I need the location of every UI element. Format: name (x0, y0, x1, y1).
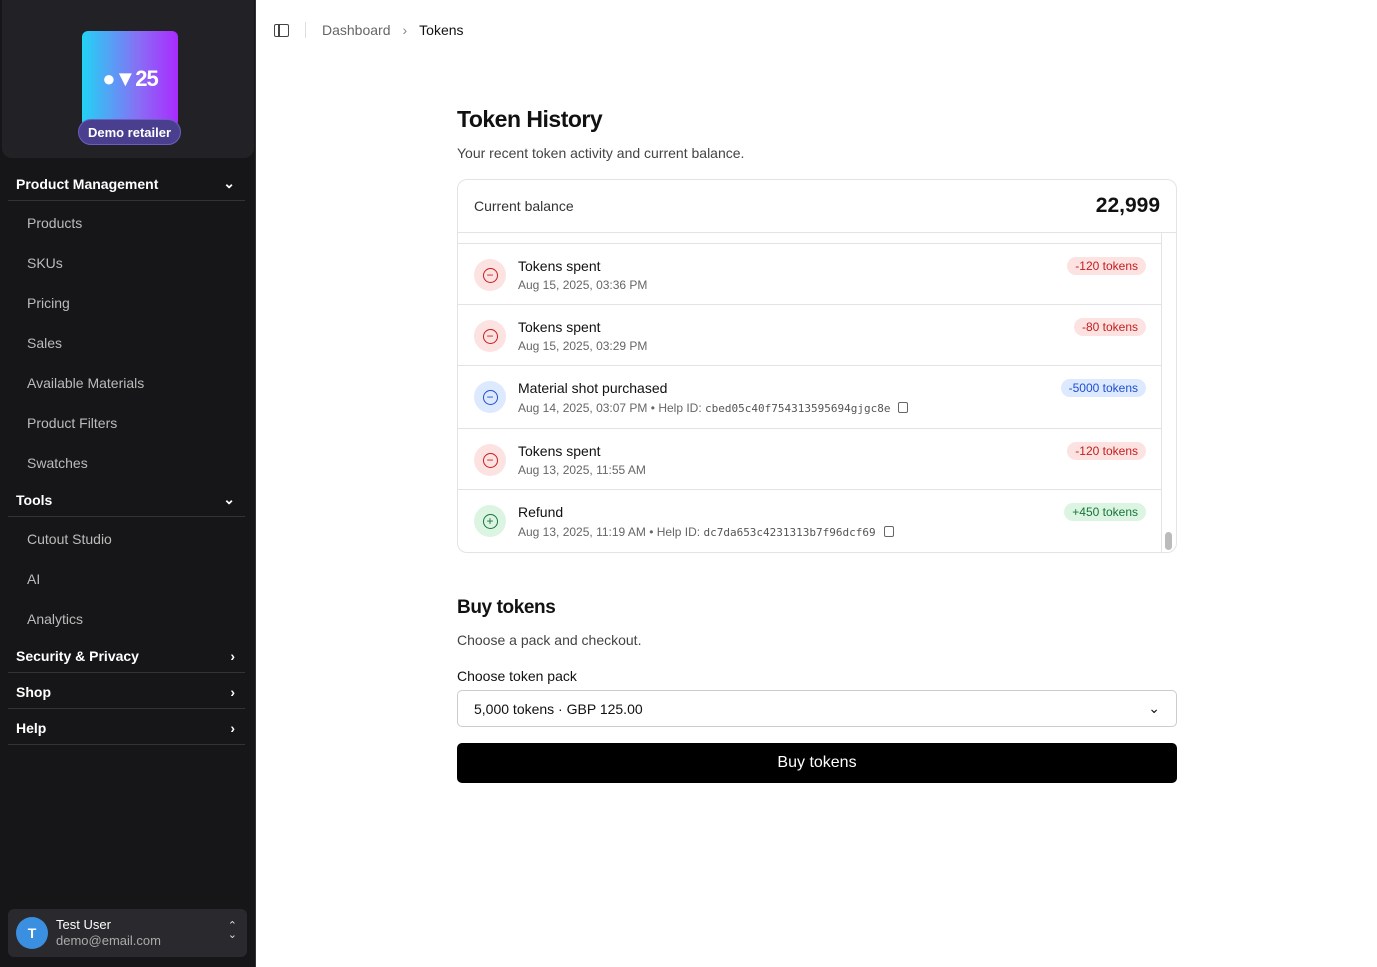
sidebar-item-cutout-studio[interactable]: Cutout Studio (27, 531, 112, 547)
user-email: demo@email.com (56, 933, 161, 948)
item-title: Tokens spent (518, 258, 601, 274)
section-label: Product Management (16, 175, 159, 192)
buy-subtitle: Choose a pack and checkout. (457, 632, 642, 648)
minus-circle-icon: − (474, 259, 506, 291)
sidebar-item-skus[interactable]: SKUs (27, 255, 63, 271)
sidebar-item-pricing[interactable]: Pricing (27, 295, 70, 311)
section-shop[interactable]: Shop › (8, 675, 245, 709)
copy-icon[interactable] (883, 526, 894, 537)
section-help[interactable]: Help › (8, 711, 245, 745)
page-subtitle: Your recent token activity and current b… (457, 145, 745, 161)
amount-badge: -120 tokens (1067, 257, 1146, 275)
item-date: Aug 14, 2025, 03:07 PM (518, 401, 648, 415)
sidebar: ●▼25 Demo retailer Product Management ⌄ P… (0, 0, 256, 967)
list-item: − Tokens spent Aug 13, 2025, 11:55 AM -1… (458, 429, 1162, 490)
balance-value: 22,999 (1095, 194, 1160, 217)
balance-row: Current balance 22,999 (458, 180, 1176, 233)
sidebar-item-sales[interactable]: Sales (27, 335, 63, 351)
token-pack-label: Choose token pack (457, 668, 577, 684)
sidebar-item-available-materials[interactable]: Available Materials (27, 375, 145, 391)
help-label: Help ID: (656, 525, 701, 539)
item-date: Aug 13, 2025, 11:19 AM (518, 525, 646, 539)
item-title: Refund (518, 504, 564, 520)
chevron-down-icon: ⌄ (223, 175, 235, 191)
list-item: − Material shot purchased Aug 14, 2025, … (458, 366, 1162, 429)
logo[interactable]: ●▼25 (82, 31, 178, 127)
buy-tokens-button[interactable]: Buy tokens (457, 743, 1177, 783)
sidebar-item-swatches[interactable]: Swatches (27, 455, 88, 471)
section-tools[interactable]: Tools ⌄ (8, 483, 245, 517)
token-pack-select[interactable]: 5,000 tokens · GBP 125.00 ⌄ (457, 690, 1177, 727)
item-date: Aug 15, 2025, 03:29 PM (518, 339, 648, 353)
chevron-right-icon: › (402, 22, 408, 38)
avatar: T (16, 917, 48, 949)
minus-circle-icon: − (474, 444, 506, 476)
selected-value: 5,000 tokens · GBP 125.00 (474, 700, 643, 717)
section-label: Shop (16, 683, 51, 700)
divider (305, 22, 306, 38)
chevron-down-icon: ⌄ (1148, 700, 1160, 716)
plus-circle-icon: + (474, 505, 506, 537)
amount-badge: +450 tokens (1064, 503, 1146, 521)
token-history-card: Current balance 22,999 − Tokens spent Aug… (457, 179, 1177, 553)
breadcrumb-tokens: Tokens (419, 22, 464, 38)
item-date: Aug 13, 2025, 11:55 AM (518, 463, 646, 477)
sidebar-item-ai[interactable]: AI (27, 571, 41, 587)
scrollbar-thumb[interactable] (1165, 532, 1172, 550)
list-item: − Tokens spent Aug 15, 2025, 03:36 PM -1… (458, 244, 1162, 305)
item-date: Aug 15, 2025, 03:36 PM (518, 278, 648, 292)
help-label: Help ID: (658, 401, 702, 415)
chevron-right-icon: › (230, 719, 235, 736)
amount-badge: -120 tokens (1067, 442, 1146, 460)
minus-circle-icon: − (474, 320, 506, 352)
chevron-right-icon: › (230, 683, 235, 700)
section-label: Tools (16, 491, 53, 508)
item-meta: Aug 14, 2025, 03:07 PM • Help ID: cbed05… (518, 401, 909, 415)
sidebar-item-products[interactable]: Products (27, 215, 83, 231)
section-security-privacy[interactable]: Security & Privacy › (8, 639, 245, 673)
history-list: − Tokens spent Aug 15, 2025, 03:36 PM -1… (458, 243, 1162, 552)
chevron-down-icon: ⌄ (223, 491, 235, 507)
brand-area: ●▼25 Demo retailer (2, 0, 254, 158)
section-label: Help (16, 719, 47, 736)
item-title: Material shot purchased (518, 380, 668, 396)
user-name: Test User (56, 917, 111, 932)
item-meta: Aug 13, 2025, 11:19 AM • Help ID: dc7da6… (518, 525, 894, 539)
sidebar-toggle-icon[interactable] (274, 23, 289, 37)
item-title: Tokens spent (518, 443, 601, 459)
scrollbar-track[interactable] (1161, 233, 1176, 552)
balance-label: Current balance (474, 198, 574, 214)
amount-badge: -80 tokens (1073, 318, 1146, 336)
breadcrumb-dashboard[interactable]: Dashboard (322, 22, 391, 38)
minus-circle-icon: − (474, 381, 506, 413)
breadcrumb: Dashboard › Tokens (274, 22, 464, 38)
user-menu[interactable]: T Test User demo@email.com ⌃ ⌄ (8, 909, 247, 957)
help-id: cbed05c40f754313595694gjgc8e (705, 402, 891, 415)
copy-icon[interactable] (898, 402, 909, 413)
section-product-management[interactable]: Product Management ⌄ (8, 167, 245, 201)
buy-title: Buy tokens (457, 597, 556, 618)
sidebar-item-analytics[interactable]: Analytics (27, 611, 84, 627)
list-item: − Tokens spent Aug 15, 2025, 03:29 PM -8… (458, 305, 1162, 366)
item-title: Tokens spent (518, 319, 601, 335)
section-label: Security & Privacy (16, 647, 139, 664)
chevrons-up-down-icon: ⌃ ⌄ (227, 920, 237, 941)
help-id: dc7da653c4231313b7f96dcf69 (703, 526, 876, 539)
page-title: Token History (457, 106, 603, 132)
chevron-right-icon: › (230, 647, 235, 664)
sidebar-item-product-filters[interactable]: Product Filters (27, 415, 118, 431)
list-item: + Refund Aug 13, 2025, 11:19 AM • Help I… (458, 490, 1162, 552)
retailer-badge: Demo retailer (78, 119, 181, 145)
amount-badge: -5000 tokens (1060, 379, 1146, 397)
